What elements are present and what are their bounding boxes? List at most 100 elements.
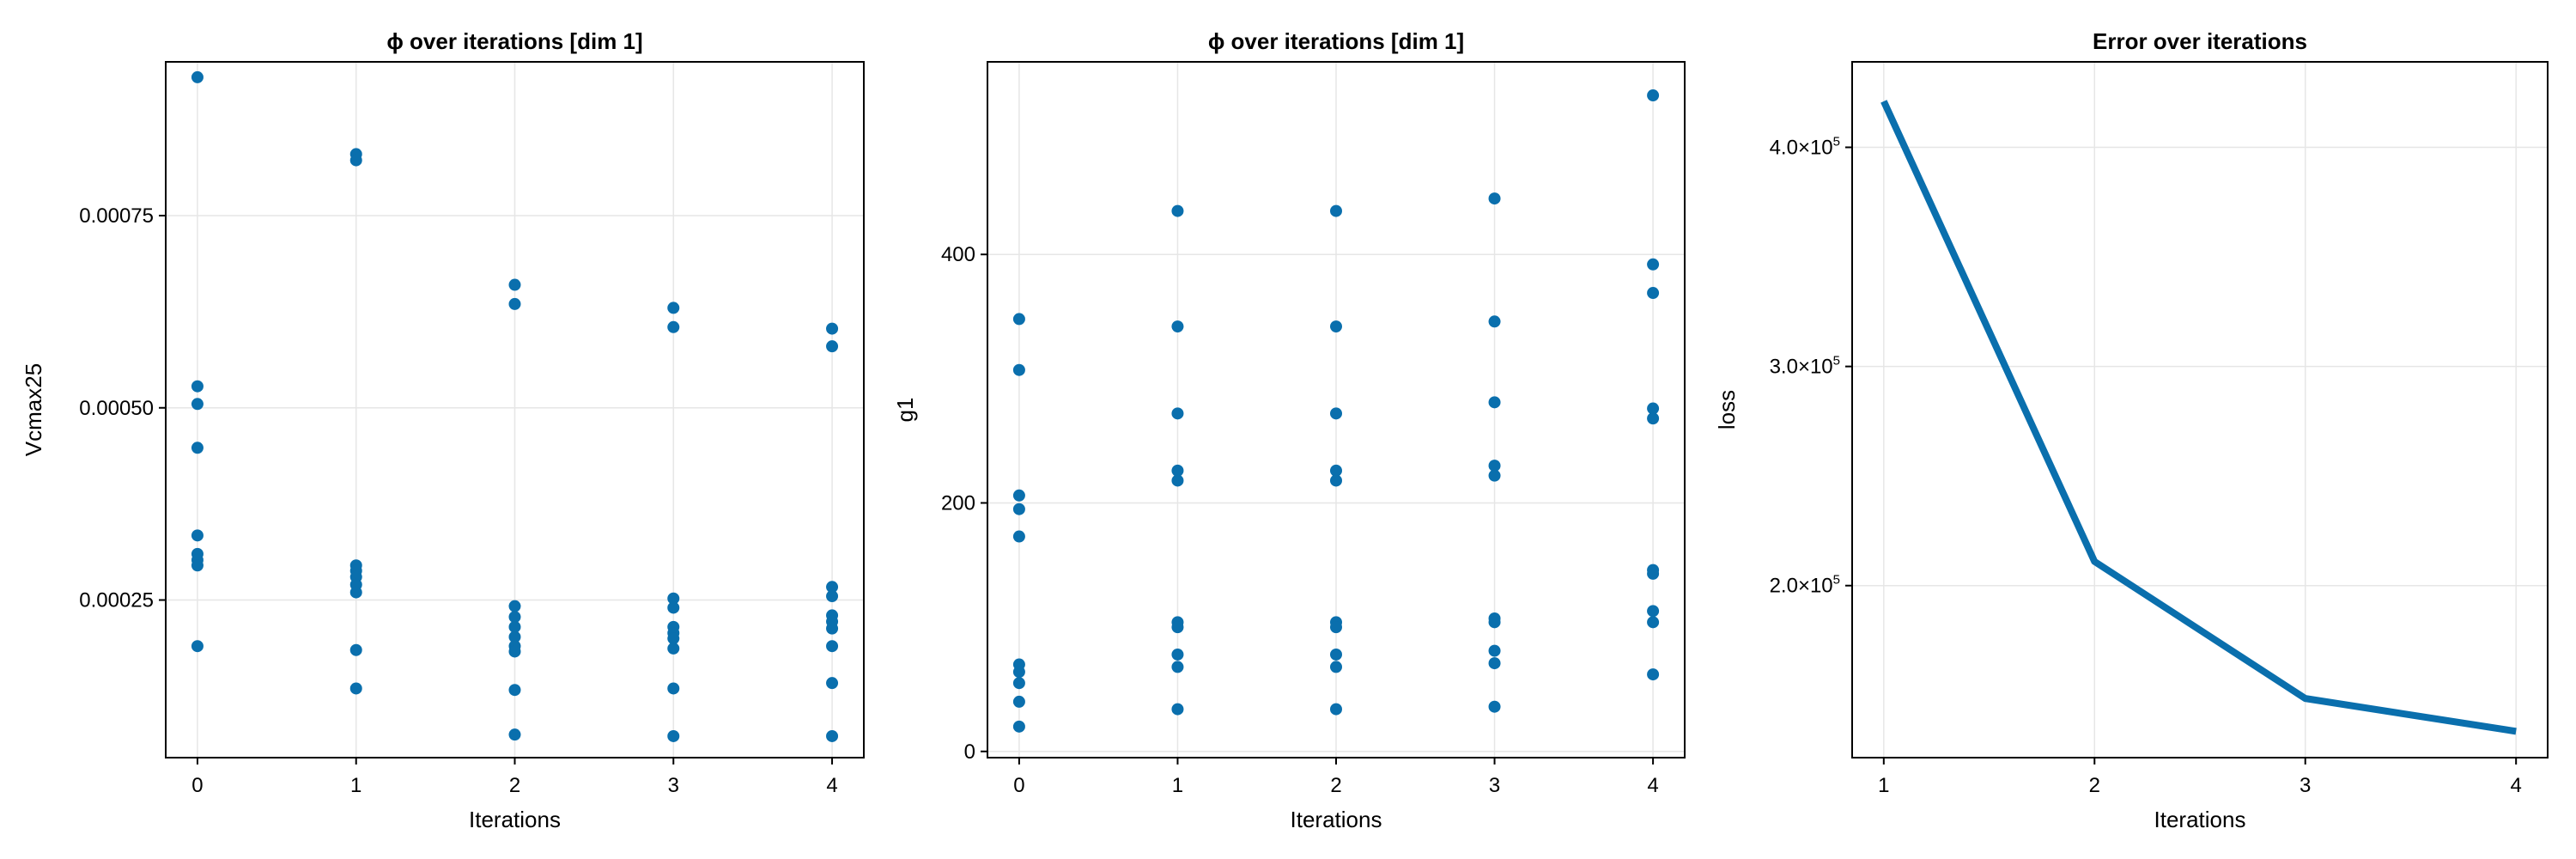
scatter-point: [508, 631, 521, 643]
scatter-point: [1171, 474, 1184, 487]
scatter-point: [1330, 648, 1342, 661]
scatter-point: [1012, 720, 1025, 733]
y-tick-label: 3.0×105: [1770, 354, 1840, 379]
y-tick-label-base: 2.0×10: [1770, 575, 1833, 598]
y-tick-label: 400: [941, 243, 975, 266]
scatter-point: [508, 278, 521, 291]
scatter-point: [1647, 616, 1660, 629]
scatter-point: [508, 645, 521, 658]
scatter-point: [826, 590, 839, 603]
x-tick-label: 2: [2089, 774, 2100, 797]
scatter-point: [667, 320, 680, 333]
x-axis-label: Iterations: [2154, 807, 2246, 832]
x-tick-label: 2: [509, 774, 520, 797]
scatter-point: [1012, 363, 1025, 376]
chart-title: ϕ over iterations [dim 1]: [386, 28, 642, 54]
scatter-point: [667, 601, 680, 614]
scatter-point: [826, 729, 839, 742]
scatter-point: [1171, 204, 1184, 217]
scatter-point: [1012, 677, 1025, 690]
y-tick-label-exponent: 5: [1833, 354, 1840, 369]
scatter-point: [1488, 315, 1501, 328]
scatter-point: [1647, 402, 1660, 415]
scatter-point: [508, 297, 521, 310]
scatter-point: [826, 340, 839, 353]
scatter-point: [1171, 661, 1184, 673]
scatter-point: [349, 586, 362, 599]
scatter-point: [1330, 407, 1342, 420]
x-tick-label: 1: [1878, 774, 1889, 797]
y-tick-label-exponent: 5: [1833, 134, 1840, 149]
scatter-point: [1488, 644, 1501, 657]
scatter-point: [1330, 204, 1342, 217]
y-axis-label: Vcmax25: [21, 363, 46, 456]
scatter-point: [667, 302, 680, 314]
y-tick-label: 4.0×105: [1770, 134, 1840, 159]
scatter-point: [1330, 464, 1342, 477]
y-tick-label-base: 3.0×10: [1770, 356, 1833, 379]
y-tick-label: 0.00075: [79, 204, 154, 228]
scatter-point: [191, 398, 204, 411]
scatter-point: [826, 622, 839, 635]
scatter-point: [349, 643, 362, 656]
scatter-point: [1012, 313, 1025, 326]
scatter-point: [667, 642, 680, 655]
x-tick-label: 2: [1330, 774, 1341, 797]
scatter-point: [191, 380, 204, 393]
x-tick-label: 1: [1172, 774, 1183, 797]
scatter-point: [1647, 89, 1660, 102]
scatter-point: [1647, 668, 1660, 681]
scatter-point: [508, 620, 521, 633]
plot-frame: [1851, 61, 2549, 758]
scatter-point: [508, 684, 521, 697]
scatter-point: [1488, 469, 1501, 482]
scatter-point: [1647, 258, 1660, 271]
y-tick-label-exponent: 5: [1833, 573, 1840, 588]
scatter-point: [508, 600, 521, 612]
scatter-point: [1171, 621, 1184, 634]
scatter-point: [191, 442, 204, 454]
x-tick-label: 0: [191, 774, 203, 797]
vcmax25-scatter-panel: 0 1 2 3 4 0.00025 0.00050 0.00075 ϕ over iterati…: [21, 28, 865, 832]
scatter-point: [667, 729, 680, 742]
scatter-point: [826, 640, 839, 653]
scatter-point: [1330, 474, 1342, 487]
plot-frame: [987, 61, 1686, 758]
scatter-point: [1488, 460, 1501, 472]
y-tick-label: 0.00025: [79, 589, 154, 612]
x-axis-label: Iterations: [1291, 807, 1382, 832]
y-tick-label: 2.0×105: [1770, 573, 1840, 598]
scatter-point: [1647, 605, 1660, 618]
scatter-point: [1647, 412, 1660, 425]
y-tick-label: 200: [941, 491, 975, 515]
scatter-point: [1330, 621, 1342, 634]
scatter-point: [1171, 703, 1184, 716]
scatter-point: [826, 677, 839, 690]
scatter-point: [1012, 503, 1025, 515]
scatter-point: [1171, 464, 1184, 477]
scatter-point: [826, 322, 839, 335]
scatter-point: [1647, 287, 1660, 300]
scatter-point: [191, 640, 204, 653]
scatter-point: [1330, 703, 1342, 716]
scatter-point: [1647, 567, 1660, 580]
plot-frame: [165, 61, 865, 758]
y-axis-label: g1: [892, 398, 918, 423]
scatter-point: [1330, 320, 1342, 333]
scatter-point: [667, 682, 680, 695]
x-tick-label: 4: [2511, 774, 2522, 797]
x-tick-label: 3: [2300, 774, 2311, 797]
x-axis-label: Iterations: [469, 807, 561, 832]
y-tick-label-base: 4.0×10: [1770, 136, 1833, 159]
scatter-point: [826, 581, 839, 594]
scatter-point: [1012, 530, 1025, 543]
scatter-point: [1171, 648, 1184, 661]
scatter-point: [667, 632, 680, 645]
scatter-point: [1012, 666, 1025, 679]
scatter-point: [191, 559, 204, 572]
scatter-point: [349, 154, 362, 167]
x-tick-label: 0: [1013, 774, 1024, 797]
chart-title: Error over iterations: [2093, 28, 2307, 54]
scatter-point: [1488, 396, 1501, 409]
